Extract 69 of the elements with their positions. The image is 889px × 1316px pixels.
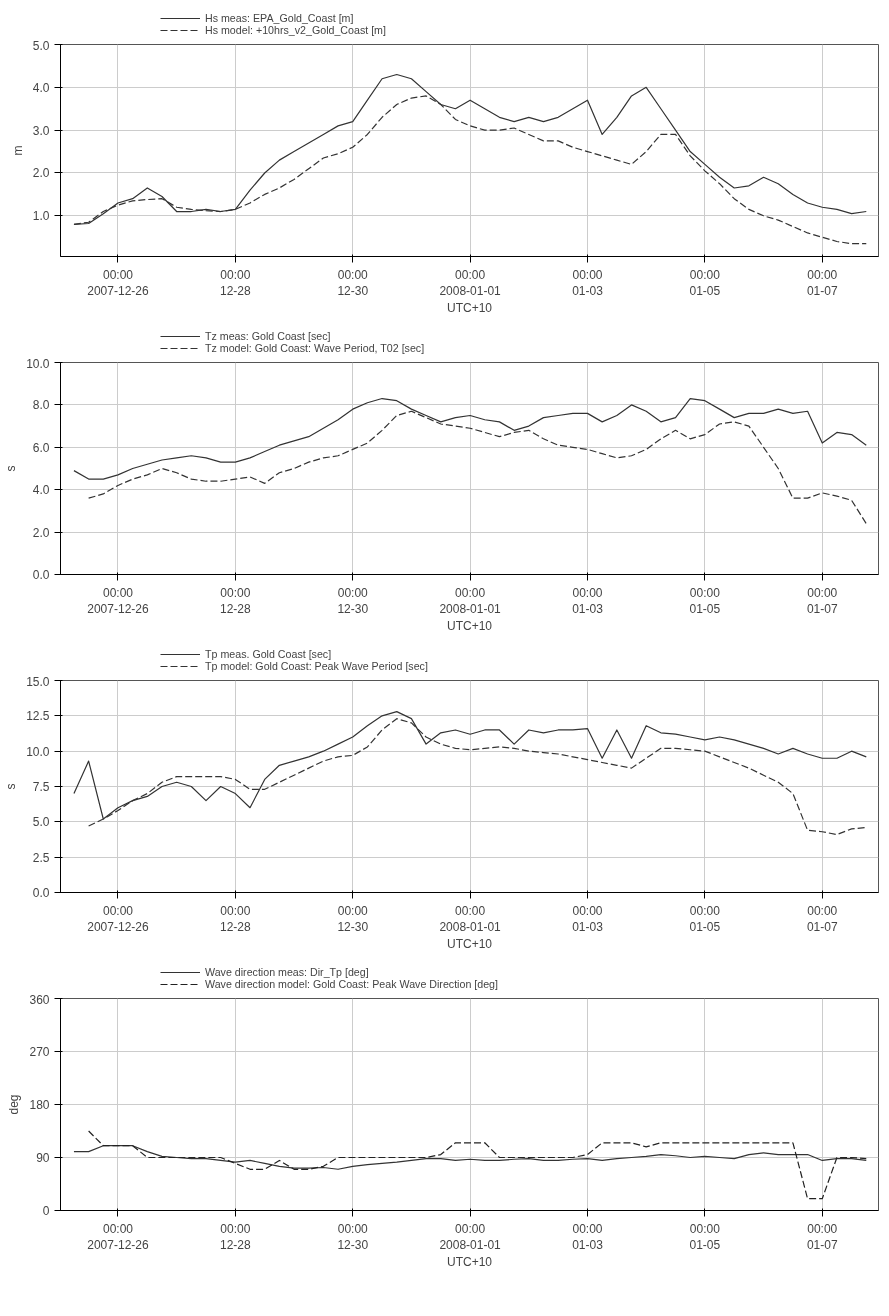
x-tick-label: 00:00 2007-12-26 xyxy=(87,267,149,299)
x-tick-label: 00:00 01-05 xyxy=(689,267,721,299)
x-tick-label: 00:00 2008-01-01 xyxy=(439,903,502,935)
x-tick-label: 00:00 12-28 xyxy=(220,903,252,935)
y-tick-label: 180 xyxy=(29,1098,50,1112)
x-axis-title: UTC+10 xyxy=(446,301,493,316)
y-axis-title: deg xyxy=(7,1094,22,1115)
x-tick-label: 00:00 12-30 xyxy=(337,903,369,935)
x-axis-title: UTC+10 xyxy=(446,619,493,634)
y-tick-label: 10.0 xyxy=(26,744,50,759)
y-axis-title: m xyxy=(10,145,25,156)
legend-label: Wave direction model: Gold Coast: Peak Wave Direction [deg] xyxy=(205,978,498,990)
legend-label: Tz model: Gold Coast: Wave Period, T02 [sec] xyxy=(205,342,425,354)
y-tick-label: 15.0 xyxy=(26,674,50,689)
x-tick-label: 00:00 01-05 xyxy=(689,585,721,617)
x-tick-label: 00:00 2007-12-26 xyxy=(87,1221,149,1253)
y-tick-label: 0.0 xyxy=(32,568,50,582)
y-tick-label: 12.5 xyxy=(26,709,50,724)
x-tick-label: 00:00 01-05 xyxy=(689,1221,721,1253)
y-tick-label: 2.0 xyxy=(32,525,50,540)
line-series xyxy=(88,1130,867,1200)
y-tick-label: 0.0 xyxy=(32,886,50,900)
y-tick-label: 360 xyxy=(29,992,50,1007)
x-tick-label: 00:00 01-03 xyxy=(572,585,604,617)
y-tick-label: 270 xyxy=(29,1045,50,1059)
y-tick-label: 2.5 xyxy=(32,850,50,865)
x-tick-label: 00:00 01-07 xyxy=(806,585,838,617)
x-tick-label: 00:00 12-30 xyxy=(337,267,369,299)
x-tick-label: 00:00 12-28 xyxy=(220,1221,252,1253)
y-tick-label: 3.0 xyxy=(32,123,50,138)
x-tick-label: 00:00 12-30 xyxy=(337,1221,369,1253)
legend-label: Tp model: Gold Coast: Peak Wave Period [sec] xyxy=(205,660,428,672)
y-tick-label: 10.0 xyxy=(26,356,50,371)
y-tick-label: 7.5 xyxy=(32,780,50,794)
x-tick-label: 00:00 12-28 xyxy=(220,267,252,299)
y-tick-label: 8.0 xyxy=(32,398,50,413)
x-tick-label: 00:00 01-03 xyxy=(572,1221,604,1253)
y-tick-label: 90 xyxy=(36,1151,50,1165)
legend-label: Hs model: +10hrs_v2_Gold_Coast [m] xyxy=(205,24,386,36)
x-axis-title: UTC+10 xyxy=(446,937,493,952)
legend-label: Tz meas: Gold Coast [sec] xyxy=(205,330,331,342)
y-tick-label: 2.0 xyxy=(32,166,50,181)
x-tick-label: 00:00 12-28 xyxy=(220,585,252,617)
y-tick-label: 6.0 xyxy=(32,440,50,455)
y-axis-title: s xyxy=(4,783,19,790)
x-tick-label: 00:00 2007-12-26 xyxy=(87,903,149,935)
line-series xyxy=(73,1145,867,1170)
y-tick-label: 0 xyxy=(42,1204,50,1218)
x-tick-label: 00:00 01-05 xyxy=(689,903,721,935)
y-tick-label: 4.0 xyxy=(32,483,50,498)
x-tick-label: 00:00 01-07 xyxy=(806,903,838,935)
x-tick-label: 00:00 2008-01-01 xyxy=(439,585,502,617)
x-tick-label: 00:00 01-07 xyxy=(806,267,838,299)
y-tick-label: 4.0 xyxy=(32,80,50,95)
x-tick-label: 00:00 01-07 xyxy=(806,1221,838,1253)
x-tick-label: 00:00 2008-01-01 xyxy=(439,267,502,299)
y-tick-label: 5.0 xyxy=(32,38,50,53)
legend-label: Hs meas: EPA_Gold_Coast [m] xyxy=(205,12,354,24)
x-tick-label: 00:00 01-03 xyxy=(572,267,604,299)
y-tick-label: 5.0 xyxy=(32,815,50,830)
legend-label: Wave direction meas: Dir_Tp [deg] xyxy=(205,966,369,978)
x-tick-label: 00:00 2008-01-01 xyxy=(439,1221,502,1253)
x-tick-label: 00:00 2007-12-26 xyxy=(87,585,149,617)
x-axis-title: UTC+10 xyxy=(446,1255,493,1270)
legend-label: Tp meas. Gold Coast [sec] xyxy=(205,648,332,660)
x-tick-label: 00:00 12-30 xyxy=(337,585,369,617)
y-axis-title: s xyxy=(4,465,19,472)
x-tick-label: 00:00 01-03 xyxy=(572,903,604,935)
y-tick-label: 1.0 xyxy=(32,209,50,224)
